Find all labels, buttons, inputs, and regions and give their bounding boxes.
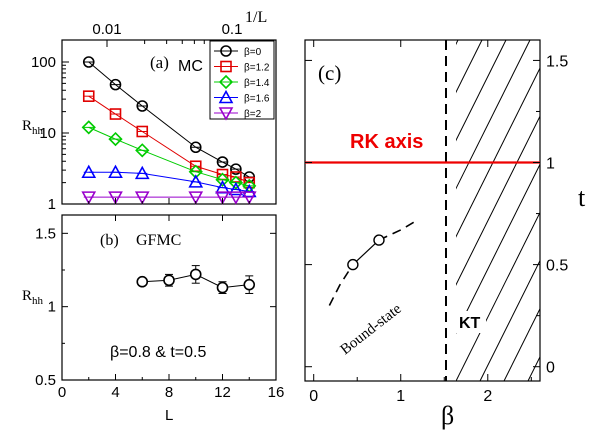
x-tick-label: 2 — [483, 388, 492, 405]
panel-a-xlabel-top: 1/L — [245, 9, 267, 26]
legend-marker — [220, 45, 232, 57]
x-tick-label: 8 — [165, 384, 173, 401]
panel-c-xlabel: β — [441, 401, 454, 430]
data-point — [189, 268, 202, 281]
y-tick-label: 1.5 — [35, 225, 56, 242]
legend-label: β=1.4 — [244, 78, 270, 89]
data-point — [228, 175, 244, 190]
x-tick-label: 0 — [58, 384, 66, 401]
hatch-line — [264, 40, 434, 381]
y-tick-label: 0.5 — [35, 372, 56, 389]
legend-marker — [218, 74, 234, 90]
panel-b: 0 4 8 12 16 0.5 1 1.5 (b) GFMC β=0.8 & t=0.5 Rh… — [22, 214, 285, 424]
hatch-line — [552, 40, 596, 381]
panel-a-label: (a) — [150, 53, 169, 72]
panel-b-ylabel: Rhh — [22, 288, 44, 307]
hatch-line — [503, 307, 540, 381]
legend-frame — [209, 40, 275, 120]
series-4 — [81, 191, 257, 205]
legend-label: β=1.2 — [244, 63, 270, 74]
data-point — [373, 234, 385, 246]
series-2 — [81, 120, 257, 194]
hatch-line — [456, 66, 540, 238]
x-top-tick-label: 0.01 — [92, 21, 121, 38]
panel-a: 1 10 100 0.01 0.1 (a) MC Rhh 1/L β=0 β=1.2 β=1… — [22, 9, 277, 213]
bound-state-curve-left — [328, 264, 354, 306]
series-0 — [82, 56, 256, 183]
bound-state-curve-solid — [352, 239, 380, 266]
data-point — [347, 258, 359, 271]
data-point — [188, 164, 203, 179]
legend-marker — [218, 89, 234, 104]
panel-a-legend: β=0 β=1.2 β=1.4 β=1.6 β=2 — [209, 40, 275, 121]
legend-label: β=2 — [244, 109, 262, 120]
hatch-line — [479, 259, 540, 381]
series-0 — [136, 265, 256, 294]
kt-label-bg — [448, 311, 486, 333]
legend-marker — [220, 60, 232, 73]
data-point — [108, 131, 123, 147]
x-tick-label: 0 — [309, 388, 318, 405]
panel-c-label: (c) — [318, 61, 341, 85]
data-point — [136, 275, 149, 288]
y-tick-label: 100 — [31, 54, 56, 71]
panel-a-ylabel: Rhh — [22, 118, 44, 137]
kt-label: KT — [459, 315, 481, 332]
y-tick-label: 1 — [546, 156, 555, 173]
y-tick-label: 1.5 — [546, 53, 568, 70]
panel-c-frame — [304, 39, 541, 382]
y-tick-label: 1 — [48, 299, 56, 316]
x-tick-label: 4 — [111, 384, 119, 401]
legend-label: β=0 — [244, 47, 262, 58]
panel-b-xlabel: L — [165, 407, 173, 424]
panel-b-label: (b) — [100, 232, 119, 249]
panel-a-annotation: MC — [178, 58, 203, 75]
legend-marker — [218, 107, 234, 121]
x-tick-label: 16 — [268, 384, 285, 401]
hatch-line — [456, 115, 540, 286]
y-tick-label: 10 — [39, 125, 56, 142]
data-point — [163, 274, 175, 287]
y-tick-label: 1 — [48, 196, 56, 213]
hatch-line — [527, 355, 540, 381]
data-point — [135, 143, 150, 158]
hatch-line — [456, 40, 531, 190]
y-tick-label: 0.5 — [546, 258, 568, 275]
panel-b-annotation: GFMC — [136, 232, 181, 249]
panel-b-params: β=0.8 & t=0.5 — [110, 344, 206, 361]
rk-axis-label: RK axis — [350, 131, 423, 153]
data-point — [243, 278, 256, 291]
x-top-tick-label: 0.1 — [222, 21, 243, 38]
panel-c-ylabel: t — [578, 183, 586, 212]
data-point — [215, 172, 230, 187]
bound-state-label: Bound-state — [338, 301, 405, 358]
x-tick-label: 1 — [396, 388, 405, 405]
data-point — [81, 120, 96, 135]
legend-label: β=1.6 — [244, 94, 270, 105]
x-tick-label: 12 — [214, 384, 231, 401]
y-tick-label: 0 — [546, 360, 555, 377]
hatch-line — [456, 40, 507, 142]
data-point — [216, 281, 229, 294]
bound-state-curve-right — [378, 218, 419, 241]
